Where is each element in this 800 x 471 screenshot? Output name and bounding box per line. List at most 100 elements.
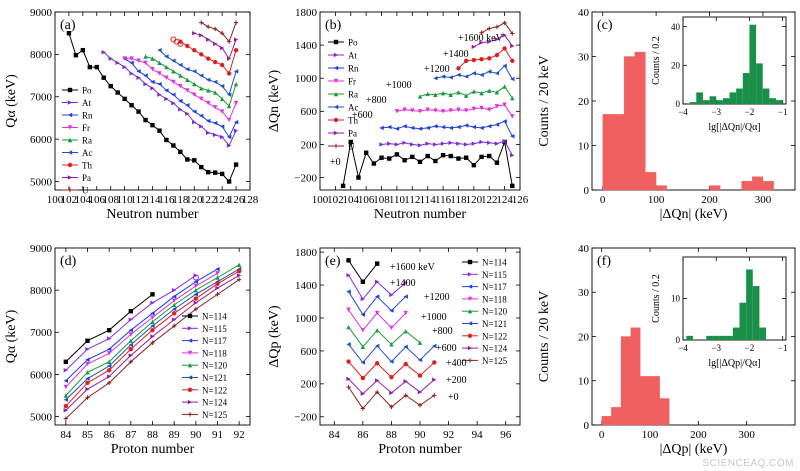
inset-histogram-bar — [769, 98, 777, 104]
data-point — [63, 416, 69, 421]
inset-histogram-bar — [696, 92, 703, 104]
data-point — [193, 283, 199, 289]
data-point — [467, 345, 473, 351]
series-line — [65, 272, 218, 388]
data-point — [417, 373, 423, 378]
x-tick-label: 88 — [386, 429, 398, 441]
data-point — [212, 90, 218, 95]
data-point — [85, 395, 90, 400]
y-tick-label: 40 — [671, 22, 681, 32]
data-point — [193, 287, 199, 293]
data-point — [157, 128, 162, 133]
legend-entry: Fr — [348, 77, 356, 87]
histogram-bar — [601, 415, 612, 426]
offset-label: +600 — [352, 110, 373, 121]
x-tick-label: 100 — [648, 194, 665, 206]
data-point — [171, 323, 177, 329]
data-point — [440, 109, 446, 114]
data-point — [67, 100, 73, 105]
legend-entry: Pa — [82, 173, 91, 183]
data-point — [106, 380, 112, 386]
series-line — [381, 120, 513, 137]
histogram-bar — [709, 185, 721, 191]
data-point — [106, 374, 112, 379]
data-point — [463, 142, 469, 147]
data-point — [171, 317, 177, 322]
x-tick-label: 106 — [358, 194, 375, 206]
y-tick-label: 200 — [301, 379, 318, 391]
legend-entry: N=125 — [482, 356, 508, 366]
data-point — [502, 20, 507, 25]
data-point — [236, 262, 242, 268]
legend-entry: N=124 — [482, 344, 508, 354]
legend-entry: U — [82, 186, 89, 196]
data-point — [510, 183, 515, 189]
offset-label: +1600 keV — [458, 33, 504, 44]
data-point — [479, 125, 484, 131]
data-point — [440, 141, 446, 146]
data-point — [150, 340, 155, 346]
x-tick-label: 126 — [228, 194, 245, 206]
histogram-bar — [645, 172, 657, 191]
panel-letter: (a) — [60, 18, 76, 33]
data-point — [219, 30, 225, 36]
data-point — [206, 56, 211, 61]
watermark: SCIENCEAQ.COM — [702, 458, 794, 469]
inset-histogram-bar — [712, 335, 720, 340]
data-point — [471, 124, 477, 130]
y-tick-label: 1800 — [295, 7, 318, 19]
data-point — [494, 24, 500, 30]
data-point — [199, 113, 204, 119]
offset-label: +1600 keV — [390, 262, 436, 273]
inset-histogram-bar — [746, 269, 753, 340]
data-point — [171, 294, 177, 299]
data-point — [171, 58, 176, 63]
y-tick-label: 0 — [676, 335, 681, 345]
data-point — [425, 91, 430, 97]
data-point — [417, 340, 423, 345]
data-point — [471, 106, 477, 112]
legend-entry: N=120 — [482, 307, 508, 317]
data-point — [143, 117, 148, 123]
data-point — [219, 109, 225, 114]
data-point — [187, 350, 193, 356]
panel-a: 1001021041061081101121141161181201221241… — [4, 7, 259, 222]
data-point — [63, 397, 69, 402]
x-tick-label: 85 — [82, 429, 94, 441]
data-point — [487, 39, 492, 45]
data-point — [471, 57, 477, 63]
data-point — [187, 363, 193, 368]
data-point — [150, 319, 155, 324]
data-point — [193, 300, 199, 305]
y-tick-label: −200 — [294, 172, 317, 184]
data-point — [502, 32, 507, 38]
data-point — [185, 111, 190, 116]
inset-histogram-bar — [776, 100, 783, 104]
data-point — [494, 122, 500, 127]
y-tick-label: 40 — [578, 7, 590, 19]
data-point — [233, 69, 239, 74]
data-point — [128, 327, 134, 333]
data-point — [402, 140, 407, 146]
data-point — [219, 134, 225, 140]
series-line — [124, 58, 237, 139]
data-point — [187, 387, 193, 392]
data-point — [63, 393, 69, 398]
x-tick-label: 112 — [404, 194, 420, 206]
data-point — [178, 149, 183, 155]
data-point — [233, 47, 239, 53]
data-point — [402, 157, 407, 163]
data-point — [212, 41, 218, 46]
x-tick-label: 300 — [738, 429, 755, 441]
x-tick-label: 124 — [496, 194, 513, 206]
y-tick-label: 7000 — [30, 327, 53, 339]
data-point — [456, 107, 461, 112]
offset-label: +800 — [366, 95, 387, 106]
data-point — [403, 280, 408, 285]
data-point — [425, 125, 430, 131]
y-tick-label: 10 — [578, 376, 590, 388]
offset-label: +0 — [330, 157, 341, 168]
y-axis-label: Qα (keV) — [4, 74, 19, 128]
series-line — [381, 140, 513, 156]
data-point — [129, 56, 134, 61]
